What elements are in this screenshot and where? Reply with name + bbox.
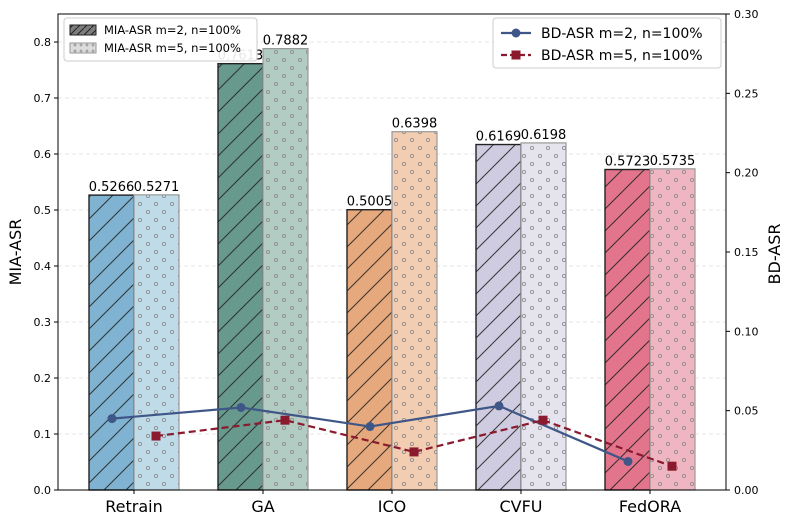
point-bd-m2-ico [365, 422, 375, 432]
legends: MIA-ASR m=2, n=100% MIA-ASR m=5, n=100% BD… [63, 17, 722, 69]
bar-cvfu-s1-pattern [475, 143, 522, 491]
y2tick-label-4: 0.20 [734, 167, 759, 180]
ytick-label-0: 0.0 [34, 484, 52, 497]
legend-label-line-2: BD-ASR m=5, n=100% [541, 48, 703, 64]
xtick-label-ico: ICO [378, 497, 406, 516]
bar-label-cvfu-s1: 0.6169 [476, 130, 522, 145]
legend-swatch-bar-1-pattern [69, 24, 97, 36]
point-bd-m5-cvfu [538, 415, 548, 425]
xtick-label-cvfu: CVFU [499, 497, 542, 516]
legend-lines-box [492, 17, 722, 69]
bar-ico-s1-pattern [346, 209, 393, 491]
bar-label-fedora-s1: 0.5723 [605, 155, 651, 170]
legend-marker-1 [511, 28, 521, 38]
bar-label-cvfu-s2: 0.6198 [521, 128, 567, 143]
xtick-label-ga: GA [251, 497, 274, 516]
bar-label-retrain-s2: 0.5271 [134, 180, 180, 195]
bar-label-fedora-s2: 0.5735 [650, 154, 696, 169]
bar-fedora-s2-pattern [649, 168, 696, 491]
point-bd-m5-ga [280, 415, 290, 425]
ytick-label-4: 0.4 [34, 260, 52, 273]
y2tick-label-5: 0.25 [734, 87, 759, 100]
point-bd-m2-cvfu [494, 401, 504, 411]
legend-label-bar-2: MIA-ASR m=5, n=100% [104, 41, 241, 55]
ytick-label-3: 0.3 [34, 316, 52, 329]
y2tick-label-6: 0.30 [734, 8, 759, 21]
legend-swatch-bar-2-pattern [69, 42, 97, 54]
line-bd-asr-m5 [155, 419, 673, 468]
legend-bars-box [63, 17, 258, 62]
legend-marker-2 [511, 50, 521, 60]
y2tick-label-1: 0.05 [734, 405, 759, 418]
axes: 0.0 0.1 0.2 0.3 0.4 0.5 0.6 0.7 0.8 0.00 0.05 0.10 0… [6, 8, 784, 516]
bar-label-ico-s1: 0.5005 [347, 195, 393, 210]
ytick-label-7: 0.7 [34, 92, 52, 105]
line-series [107, 401, 677, 471]
ytick-label-2: 0.2 [34, 372, 52, 385]
bar-ga-s1-pattern [217, 62, 264, 491]
bar-label-ico-s2: 0.6398 [392, 117, 438, 132]
ytick-label-6: 0.6 [34, 148, 52, 161]
xtick-label-retrain: Retrain [105, 497, 162, 516]
y2tick-label-2: 0.10 [734, 325, 759, 338]
legend-label-bar-1: MIA-ASR m=2, n=100% [104, 23, 241, 37]
bar-cvfu-s2-pattern [520, 142, 567, 491]
point-bd-m5-fedora [667, 461, 677, 471]
ytick-label-8: 0.8 [34, 36, 52, 49]
ytick-label-5: 0.5 [34, 204, 52, 217]
bar-label-retrain-s1: 0.5266 [89, 180, 135, 195]
point-bd-m5-ico [409, 447, 419, 457]
point-bd-m5-retrain [151, 431, 161, 441]
bar-ico-s2-pattern [391, 131, 438, 491]
bar-retrain-s2-pattern [133, 194, 180, 491]
y2tick-label-3: 0.15 [734, 246, 759, 259]
bar-label-ga-s2: 0.7882 [263, 34, 309, 49]
ytick-label-1: 0.1 [34, 428, 52, 441]
bar-fedora-s1-pattern [604, 168, 651, 491]
point-bd-m2-retrain [107, 414, 117, 424]
y2-axis-title: BD-ASR [765, 224, 784, 285]
xtick-label-fedora: FedORA [619, 497, 681, 516]
y-axis-title: MIA-ASR [6, 219, 25, 286]
point-bd-m2-fedora [623, 456, 633, 466]
y2tick-label-0: 0.00 [734, 484, 759, 497]
legend-label-line-1: BD-ASR m=2, n=100% [541, 26, 703, 42]
point-bd-m2-ga [236, 402, 246, 412]
bar-retrain-s1-pattern [88, 194, 135, 491]
